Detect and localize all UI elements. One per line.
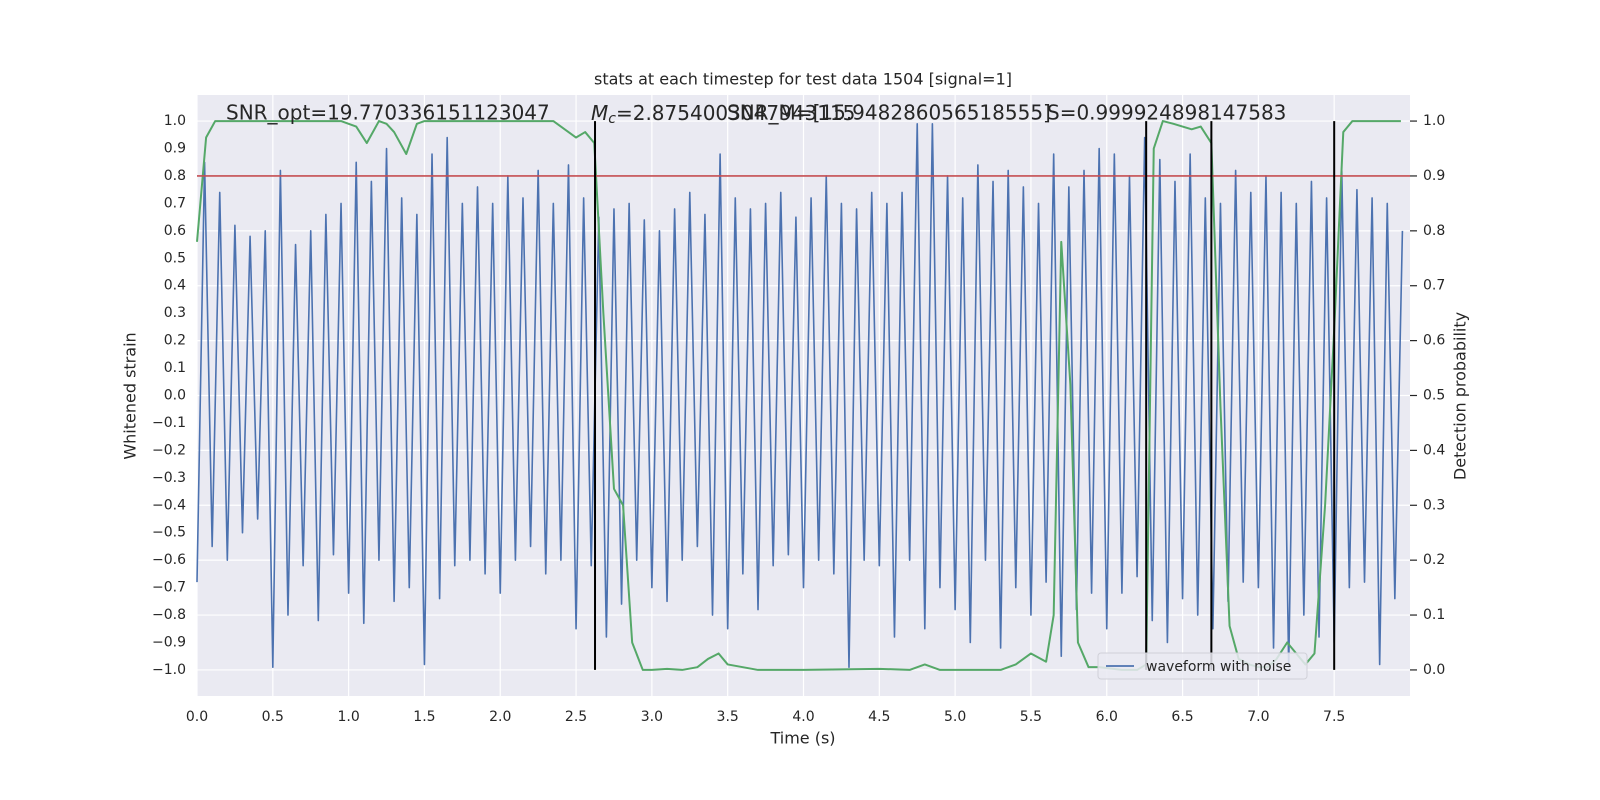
y2-tick-label: 0.7 (1423, 278, 1445, 294)
x-tick-label: 7.5 (1323, 709, 1345, 725)
legend-label: waveform with noise (1146, 659, 1291, 675)
y2-tick-label: 0.8 (1423, 223, 1445, 239)
x-tick-label: 6.0 (1096, 709, 1118, 725)
y-tick-label: −0.6 (152, 552, 186, 568)
y-tick-label: 0.8 (164, 168, 186, 184)
y2-tick-label: 0.5 (1423, 388, 1445, 404)
x-tick-label: 5.5 (1020, 709, 1042, 725)
annotation: SNR_opt=19.770336151123047 (226, 101, 550, 125)
y-tick-label: 0.7 (164, 195, 186, 211)
y-tick-label: −0.5 (152, 525, 186, 541)
x-tick-label: 5.0 (944, 709, 966, 725)
y-tick-label: 0.0 (164, 388, 186, 404)
y2-tick-label: 0.1 (1423, 607, 1445, 623)
y-tick-label: 0.3 (164, 305, 186, 321)
y-tick-label: −0.3 (152, 470, 186, 486)
y-tick-label: −0.8 (152, 607, 186, 623)
y2-tick-label: 0.0 (1423, 662, 1445, 678)
x-tick-label: 2.0 (489, 709, 511, 725)
y-tick-label: −0.7 (152, 580, 186, 596)
x-tick-label: 2.5 (565, 709, 587, 725)
y2-tick-label: 0.3 (1423, 497, 1445, 513)
marks (196, 120, 1410, 671)
y-tick-label: 0.2 (164, 333, 186, 349)
y-tick-label: −1.0 (152, 662, 186, 678)
x-tick-label: 4.5 (868, 709, 890, 725)
y-tick-label: 0.6 (164, 223, 186, 239)
chart-title: stats at each timestep for test data 150… (594, 70, 1012, 89)
waveform-line (196, 123, 1404, 668)
x-tick-label: 1.5 (413, 709, 435, 725)
y-axis-label: Whitened strain (121, 332, 140, 459)
y-tick-label: 0.9 (164, 141, 186, 157)
y2-tick-label: 0.2 (1423, 552, 1445, 568)
y2-tick-label: 0.6 (1423, 333, 1445, 349)
y2-tick-label: 1.0 (1423, 113, 1445, 129)
y-tick-label: 1.0 (164, 113, 186, 129)
y-tick-label: −0.2 (152, 442, 186, 458)
y-tick-label: 0.1 (164, 360, 186, 376)
y-tick-label: −0.1 (152, 415, 186, 431)
y2-tick-label: 0.9 (1423, 168, 1445, 184)
annotation: Mc=2.8754003047943115 (591, 101, 855, 128)
y-tick-label: −0.4 (152, 497, 186, 513)
x-tick-label: 0.0 (186, 709, 208, 725)
y2-axis-label: Detection probability (1451, 312, 1470, 480)
x-tick-label: 3.5 (717, 709, 739, 725)
y-tick-label: 0.4 (164, 278, 186, 294)
x-tick-label: 3.0 (641, 709, 663, 725)
x-tick-label: 0.5 (262, 709, 284, 725)
x-tick-label: 6.5 (1171, 709, 1193, 725)
y-tick-label: −0.9 (152, 634, 186, 650)
x-tick-label: 4.0 (792, 709, 814, 725)
y2-tick-label: 0.4 (1423, 442, 1445, 458)
x-axis-label: Time (s) (769, 729, 835, 748)
annotation: S=0.999924898147583 (1047, 101, 1286, 125)
legend-box (1097, 652, 1308, 680)
x-tick-label: 7.0 (1247, 709, 1269, 725)
x-tick-label: 1.0 (337, 709, 359, 725)
annotation: SNR_M=[15.948286056518555] (727, 101, 1051, 125)
y-tick-label: 0.5 (164, 250, 186, 266)
labels: 0.0 0.5 1.0 1.5 2.0 2.5 3.0 3.5 4.0 4.5 5.0 5.5 6.0 6… (152, 101, 1445, 726)
